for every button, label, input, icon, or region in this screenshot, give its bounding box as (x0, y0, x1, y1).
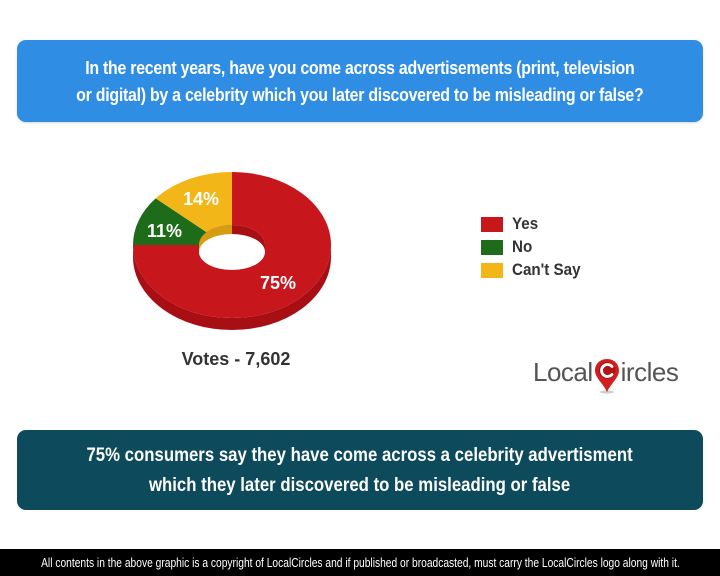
question-banner: In the recent years, have you come acros… (17, 40, 703, 122)
chart-legend: Yes No Can't Say (481, 213, 587, 282)
copyright-footer: All contents in the above graphic is a c… (0, 549, 720, 576)
legend-item-yes: Yes (481, 213, 587, 236)
copyright-text: All contents in the above graphic is a c… (40, 555, 680, 570)
legend-label-cant-say: Can't Say (512, 261, 581, 279)
donut-chart-graphic (132, 171, 331, 330)
logo-text-local: Local (533, 356, 593, 387)
slice-cant-say (155, 171, 232, 233)
legend-item-no: No (481, 236, 587, 259)
legend-item-cant-say: Can't Say (481, 259, 587, 282)
summary-text: 75% consumers say they have come across … (87, 440, 633, 500)
label-yes-pct: 75% (260, 273, 297, 293)
logo-text-ircles: ircles (620, 356, 679, 387)
summary-banner: 75% consumers say they have come across … (17, 430, 703, 510)
legend-swatch-cant-say (481, 263, 503, 278)
question-text: In the recent years, have you come acros… (76, 54, 644, 108)
localcircles-logo: Local ircles (533, 354, 679, 394)
summary-line-2: which they later discovered to be mislea… (149, 474, 571, 496)
label-no-pct: 11% (147, 221, 183, 241)
donut-hole (199, 234, 265, 270)
location-pin-c-icon (594, 359, 619, 394)
votes-count: Votes - 7,602 (181, 349, 291, 369)
legend-swatch-yes (481, 217, 503, 232)
donut-chart: 14% 11% 75% (120, 160, 360, 345)
question-line-1: In the recent years, have you come acros… (85, 57, 635, 78)
legend-swatch-no (481, 240, 503, 255)
summary-line-1: 75% consumers say they have come across … (86, 444, 634, 466)
donut-inner-wall-yellow (199, 225, 232, 257)
legend-label-yes: Yes (512, 215, 539, 233)
legend-label-no: No (512, 238, 533, 256)
donut-side-yes (133, 245, 331, 330)
slice-yes (133, 172, 331, 318)
label-cant-say-pct: 14% (183, 189, 220, 209)
question-line-2: or digital) by a celebrity which you lat… (76, 84, 644, 105)
slice-no (132, 198, 207, 245)
